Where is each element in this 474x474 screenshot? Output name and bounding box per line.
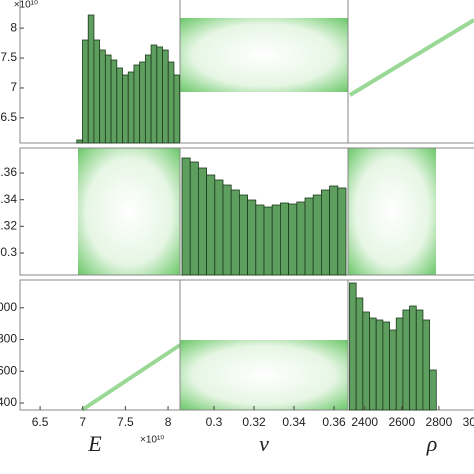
histogram-bar — [87, 14, 95, 144]
histogram-bar — [409, 305, 417, 411]
histogram-bar — [415, 309, 424, 411]
histogram-bar — [375, 319, 384, 411]
cloud — [80, 343, 182, 412]
x-tick-label: 7 — [79, 415, 86, 429]
scatter-clouds — [78, 18, 474, 412]
histogram-bar — [116, 67, 123, 144]
panel — [19, 279, 181, 411]
histogram-bar — [296, 201, 306, 276]
histogram-bar — [349, 282, 357, 411]
histogram-bar — [173, 74, 181, 144]
histogram-bar — [197, 167, 207, 276]
histogram-bar — [122, 74, 129, 144]
histogram-bar — [93, 39, 101, 144]
histogram-bar — [99, 49, 106, 144]
histogram-bar — [82, 39, 89, 144]
histogram-bar — [288, 203, 298, 276]
y-tick-label: 8 — [10, 20, 17, 34]
panel — [347, 0, 474, 144]
histogram-bar — [422, 319, 431, 411]
x-tick-label: 6.5 — [32, 415, 49, 429]
y-tick-label: 6.5 — [0, 110, 17, 124]
x-tick-label: 2800 — [426, 415, 453, 429]
y-multiplier: ×10¹⁰ — [14, 0, 38, 11]
histogram-bar — [312, 194, 322, 276]
histogram-bar — [337, 187, 347, 276]
histogram-bar — [320, 189, 330, 276]
y-tick-label: 2800 — [0, 332, 17, 346]
histogram-bar — [230, 189, 240, 276]
histogram-bar — [110, 59, 118, 144]
x-tick-label: 0.36 — [322, 415, 346, 429]
histogram-bar — [222, 184, 232, 276]
panel — [347, 147, 474, 276]
axis-label: ν — [259, 431, 269, 456]
histogram-bar — [214, 179, 224, 276]
histogram-bar — [127, 71, 135, 144]
y-tick-label: 0.3 — [0, 245, 17, 259]
histogram-bar — [156, 46, 163, 144]
histogram-bar — [395, 317, 404, 411]
histogram-bar — [382, 321, 390, 411]
y-tick-label: 7.5 — [0, 50, 17, 64]
y-tick-label: 3000 — [0, 300, 17, 314]
histogram-bar — [144, 54, 152, 144]
histogram-bar — [429, 369, 437, 411]
cloud — [180, 18, 348, 92]
histogram-bar — [271, 204, 281, 276]
histogram-bar — [206, 174, 216, 276]
x-tick-label: 7.5 — [117, 415, 134, 429]
x-multiplier: ×10¹⁰ — [140, 435, 164, 446]
histogram-bar — [167, 61, 175, 144]
histogram-bar — [139, 61, 146, 144]
histogram-bar — [304, 197, 314, 276]
histogram-bar — [133, 64, 141, 144]
histogram-bar — [279, 202, 289, 276]
histogram-bar — [238, 194, 248, 276]
histogram-bar — [255, 204, 265, 276]
histogram-bar — [389, 329, 397, 411]
y-tick-label: 0.32 — [0, 219, 17, 233]
x-tick-label: 3000 — [463, 415, 474, 429]
histogram-bar — [150, 44, 158, 144]
histogram-bar — [189, 161, 199, 276]
histogram-bar — [329, 185, 339, 276]
y-tick-label: 0.34 — [0, 192, 17, 206]
histogram-bar — [369, 317, 377, 411]
histogram-bar — [104, 54, 112, 144]
x-tick-label: 0.3 — [206, 415, 223, 429]
cloud — [78, 148, 180, 275]
y-tick-label: 2600 — [0, 363, 17, 377]
y-tick-label: 7 — [10, 80, 17, 94]
histogram-bar — [247, 199, 257, 276]
histogram-bar — [181, 157, 191, 276]
x-tick-label: 0.32 — [242, 415, 266, 429]
histogram-bar — [162, 49, 169, 144]
y-tick-label: 0.36 — [0, 165, 17, 179]
histogram-bar — [76, 139, 83, 144]
axis-label: ρ — [426, 431, 438, 456]
cloud — [348, 148, 436, 275]
y-tick-label: 2400 — [0, 395, 17, 409]
histogram-bar — [263, 206, 273, 276]
x-tick-label: 8 — [165, 415, 172, 429]
x-tick-label: 0.34 — [282, 415, 306, 429]
cloud — [180, 340, 348, 410]
x-tick-label: 2400 — [351, 415, 378, 429]
cloud — [348, 18, 474, 97]
x-tick-label: 2600 — [388, 415, 415, 429]
axis-label: E — [87, 431, 102, 456]
histogram-bar — [362, 311, 370, 411]
histogram-bar — [355, 297, 364, 411]
histogram-bar — [402, 309, 410, 411]
